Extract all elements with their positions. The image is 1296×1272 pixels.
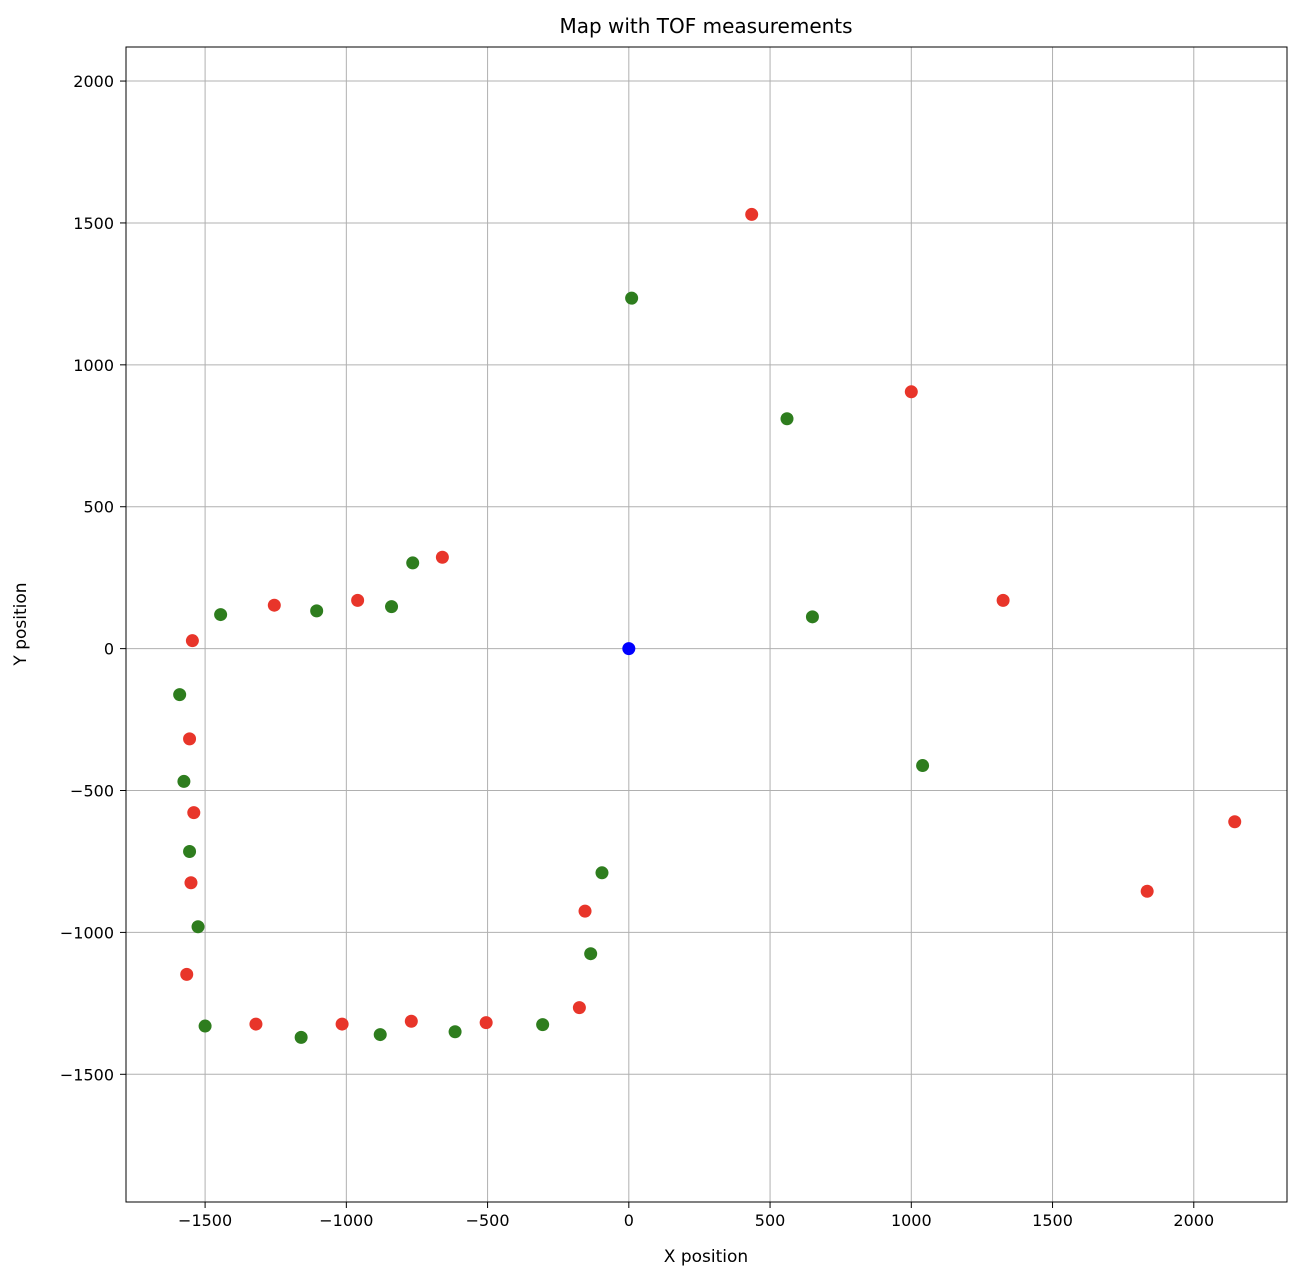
data-point [198, 1019, 212, 1033]
data-point [479, 1016, 493, 1030]
data-point [404, 1014, 418, 1028]
x-tick-label: 1000 [891, 1211, 932, 1230]
data-point [173, 688, 187, 702]
data-point [1140, 884, 1154, 898]
data-point [745, 207, 759, 221]
data-point [183, 732, 197, 746]
y-tick-label: −1500 [60, 1065, 114, 1084]
axis-ticks: −1500 −1000 −500 0 500 1000 1500 2000 −1500 −1000… [60, 72, 1214, 1230]
data-points [173, 207, 1242, 1044]
data-point [996, 593, 1010, 607]
data-point [183, 845, 197, 859]
y-tick-label: 1500 [73, 214, 114, 233]
y-tick-label: 2000 [73, 72, 114, 91]
plot-frame [125, 46, 1288, 1203]
data-point [267, 598, 281, 612]
data-point [780, 412, 794, 426]
data-point [249, 1017, 263, 1031]
y-tick-label: 0 [104, 640, 114, 659]
data-point [385, 600, 399, 614]
x-tick-label: −1000 [319, 1211, 373, 1230]
data-point [180, 967, 194, 981]
data-point [622, 642, 636, 656]
data-point [572, 1001, 586, 1015]
data-point [406, 556, 420, 570]
x-tick-label: −500 [466, 1211, 510, 1230]
chart-title: Map with TOF measurements [559, 14, 852, 38]
x-tick-label: −1500 [178, 1211, 232, 1230]
data-point [373, 1028, 387, 1042]
x-axis-title: X position [664, 1247, 748, 1267]
data-point [1228, 815, 1242, 829]
data-point [578, 904, 592, 918]
data-point [435, 550, 449, 564]
y-tick-label: 500 [83, 498, 114, 517]
data-point [625, 291, 639, 305]
data-point [584, 947, 598, 961]
x-tick-label: 1500 [1032, 1211, 1073, 1230]
data-point [185, 634, 199, 648]
data-point [191, 920, 205, 934]
y-axis-title: Y position [11, 582, 31, 666]
data-point [294, 1030, 308, 1044]
data-point [805, 610, 819, 624]
data-point [310, 604, 324, 618]
x-tick-label: 0 [624, 1211, 634, 1230]
x-tick-label: 500 [755, 1211, 786, 1230]
data-point [187, 806, 201, 820]
data-point [177, 774, 191, 788]
y-tick-label: −1000 [60, 923, 114, 942]
data-point [595, 866, 609, 880]
data-point [448, 1025, 462, 1039]
data-point [904, 385, 918, 399]
y-tick-label: 1000 [73, 356, 114, 375]
data-point [184, 876, 198, 890]
data-point [536, 1018, 550, 1032]
data-point [214, 608, 228, 622]
data-point [916, 759, 930, 773]
data-point [351, 593, 365, 607]
grid [126, 47, 1287, 1202]
data-point [335, 1017, 349, 1031]
x-tick-label: 2000 [1173, 1211, 1214, 1230]
y-tick-label: −500 [70, 782, 114, 801]
